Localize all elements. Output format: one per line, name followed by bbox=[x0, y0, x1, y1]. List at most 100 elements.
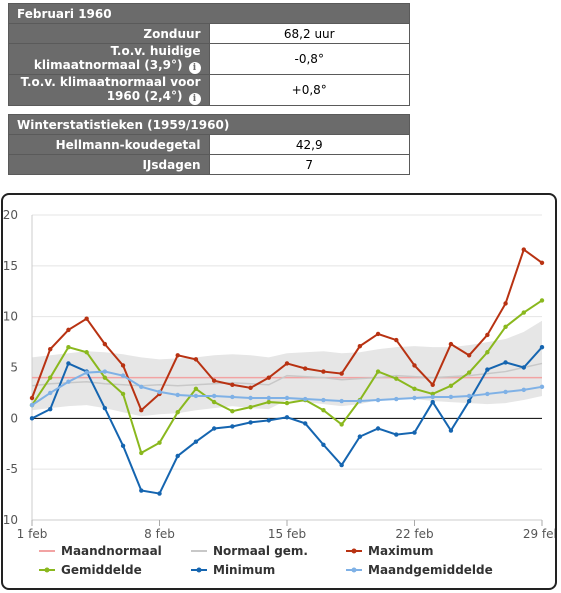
info-icon[interactable]: i bbox=[188, 93, 201, 105]
point-minimum bbox=[321, 442, 326, 447]
point-maximum bbox=[394, 337, 399, 343]
point-gemiddelde bbox=[448, 383, 454, 388]
point-maximum bbox=[211, 378, 217, 383]
temperature-chart[interactable]: -10 -5 0 5 10 15 20 1 feb 8 feb 15 feb 22 feb 29 fe… bbox=[3, 195, 555, 588]
point-maandgemiddelde bbox=[102, 369, 108, 374]
point-maximum bbox=[266, 375, 271, 380]
point-maximum bbox=[193, 357, 199, 362]
point-maximum bbox=[466, 353, 472, 358]
point-gemiddelde bbox=[84, 350, 89, 355]
row-label-ijsdagen: IJsdagen bbox=[8, 154, 210, 175]
point-maximum bbox=[29, 395, 35, 401]
winter-stats-title: Winterstatistieken (1959/1960) bbox=[8, 114, 410, 135]
point-minimum bbox=[448, 428, 454, 433]
point-maximum bbox=[321, 369, 326, 374]
point-maandgemiddelde bbox=[230, 394, 235, 400]
point-gemiddelde bbox=[466, 370, 472, 375]
info-icon[interactable]: i bbox=[188, 62, 201, 74]
point-gemiddelde bbox=[266, 399, 271, 405]
point-maandgemiddelde bbox=[466, 393, 472, 399]
point-minimum bbox=[193, 439, 199, 444]
point-gemiddelde bbox=[503, 324, 508, 330]
point-maandgemiddelde bbox=[357, 398, 363, 404]
point-maximum bbox=[175, 353, 180, 358]
point-gemiddelde bbox=[521, 310, 526, 315]
point-maandgemiddelde bbox=[157, 389, 162, 395]
legend-marker-minimum bbox=[196, 567, 202, 573]
point-gemiddelde bbox=[248, 404, 253, 410]
point-maximum bbox=[339, 371, 344, 376]
point-minimum bbox=[248, 420, 253, 425]
point-minimum bbox=[303, 421, 308, 426]
point-minimum bbox=[485, 367, 490, 372]
x-tick-label: 29 feb bbox=[523, 527, 555, 541]
legend-marker-maandgemiddelde bbox=[351, 567, 357, 573]
point-minimum bbox=[412, 430, 417, 435]
point-minimum bbox=[175, 453, 180, 459]
point-maximum bbox=[539, 260, 545, 265]
point-maandgemiddelde bbox=[303, 396, 308, 402]
y-tick-label: -5 bbox=[6, 462, 18, 476]
point-maandgemiddelde bbox=[120, 373, 126, 378]
point-minimum bbox=[521, 365, 526, 370]
point-minimum bbox=[29, 416, 35, 421]
point-gemiddelde bbox=[394, 376, 399, 381]
point-minimum bbox=[375, 426, 381, 431]
point-minimum bbox=[66, 361, 71, 366]
point-minimum bbox=[466, 398, 472, 404]
point-maximum bbox=[248, 385, 253, 391]
row-label-current-normal: T.o.v. huidige klimaatnormaal (3,9°) i bbox=[8, 43, 210, 75]
point-minimum bbox=[284, 415, 290, 420]
point-minimum bbox=[120, 443, 126, 448]
y-tick-label: 10 bbox=[3, 310, 18, 324]
row-label-zonduur: Zonduur bbox=[8, 23, 210, 44]
point-minimum bbox=[357, 434, 363, 439]
legend-label-maandgemiddelde: Maandgemiddelde bbox=[368, 563, 493, 577]
point-maximum bbox=[503, 301, 508, 306]
x-tick-label: 1 feb bbox=[17, 527, 48, 541]
point-maandgemiddelde bbox=[430, 394, 435, 400]
point-maximum bbox=[284, 361, 290, 366]
point-gemiddelde bbox=[230, 409, 235, 414]
point-gemiddelde bbox=[539, 298, 545, 303]
point-maandgemiddelde bbox=[321, 397, 326, 403]
point-maandgemiddelde bbox=[139, 384, 144, 390]
point-maximum bbox=[48, 347, 53, 352]
y-tick-label: 20 bbox=[3, 208, 18, 222]
point-gemiddelde bbox=[339, 422, 344, 427]
y-tick-label: 15 bbox=[3, 259, 18, 273]
point-maandgemiddelde bbox=[375, 397, 381, 403]
legend-label-maximum: Maximum bbox=[368, 544, 433, 558]
x-tick-label: 8 feb bbox=[144, 527, 175, 541]
point-maximum bbox=[120, 363, 126, 368]
row-value-zonduur: 68,2 uur bbox=[208, 23, 410, 44]
row-value-normal-1960: +0,8° bbox=[208, 74, 410, 106]
point-gemiddelde bbox=[48, 375, 53, 380]
point-minimum bbox=[48, 406, 53, 412]
point-maximum bbox=[430, 382, 435, 387]
point-gemiddelde bbox=[157, 440, 162, 445]
point-maximum bbox=[448, 341, 454, 347]
point-maandgemiddelde bbox=[193, 393, 199, 399]
point-maandgemiddelde bbox=[521, 387, 526, 393]
point-gemiddelde bbox=[430, 391, 435, 397]
point-maandgemiddelde bbox=[503, 389, 508, 395]
point-maximum bbox=[84, 316, 89, 321]
point-gemiddelde bbox=[66, 344, 71, 350]
point-maximum bbox=[521, 247, 526, 252]
point-maximum bbox=[412, 363, 417, 368]
point-maandgemiddelde bbox=[175, 392, 180, 398]
point-maandgemiddelde bbox=[84, 370, 89, 375]
point-minimum bbox=[139, 488, 144, 493]
point-gemiddelde bbox=[120, 391, 126, 397]
y-tick-label: 5 bbox=[10, 361, 18, 375]
point-maandgemiddelde bbox=[266, 395, 271, 401]
point-minimum bbox=[503, 360, 508, 365]
row-value-ijsdagen: 7 bbox=[208, 154, 410, 175]
point-maandgemiddelde bbox=[284, 395, 290, 401]
point-maandgemiddelde bbox=[66, 379, 71, 384]
point-gemiddelde bbox=[412, 386, 417, 392]
point-maximum bbox=[139, 408, 144, 413]
point-minimum bbox=[339, 462, 344, 468]
point-maandgemiddelde bbox=[539, 384, 545, 390]
